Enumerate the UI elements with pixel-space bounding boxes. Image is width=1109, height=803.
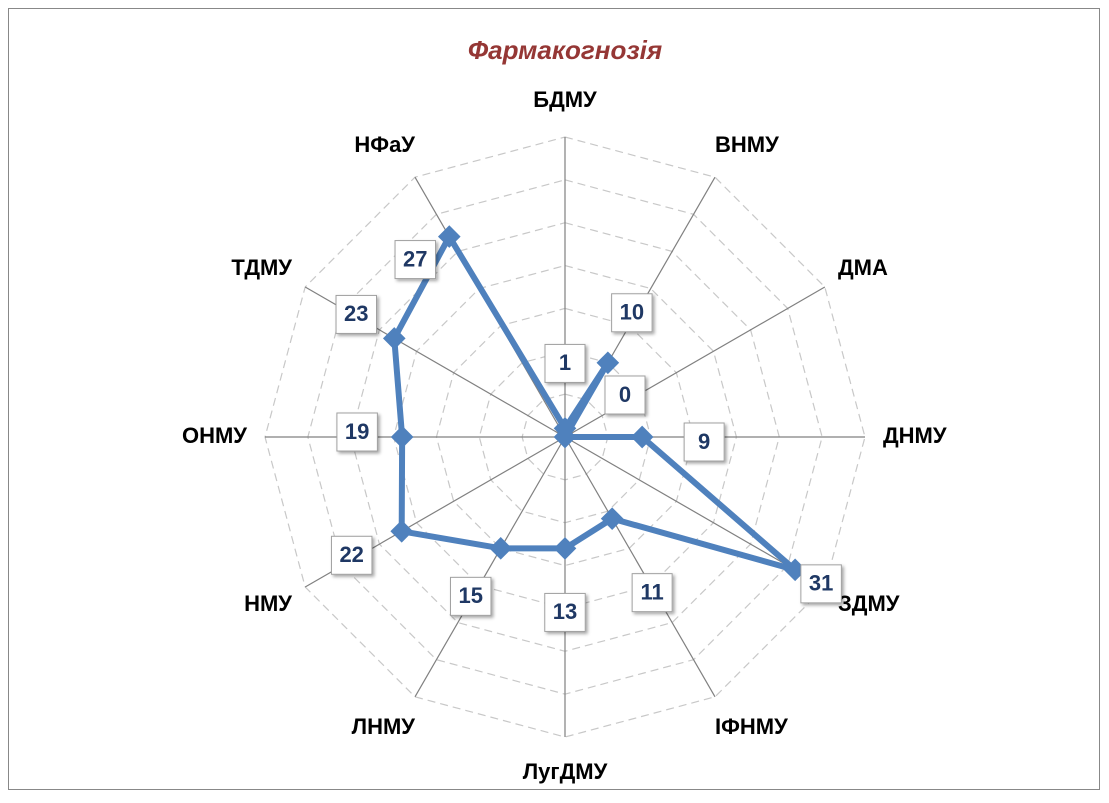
data-label-box — [335, 294, 378, 334]
data-label: 0 — [619, 382, 631, 407]
category-label: ДМА — [838, 255, 888, 280]
data-label: 11 — [641, 579, 664, 604]
data-label-group: 15 — [449, 576, 492, 616]
data-label-box — [330, 535, 373, 575]
category-label: ВНМУ — [715, 132, 779, 157]
category-label: БДМУ — [533, 87, 597, 112]
data-label-box — [449, 576, 492, 616]
marker — [600, 507, 624, 530]
category-label: ОНМУ — [182, 423, 247, 448]
data-label-group: 1 — [544, 343, 586, 383]
data-label-box — [631, 573, 673, 613]
category-label: ЛНМУ — [352, 714, 416, 739]
data-label: 1 — [559, 350, 571, 375]
data-label-box — [544, 592, 586, 632]
data-label-box — [683, 422, 725, 462]
data-label-box — [544, 343, 586, 383]
data-label: 19 — [345, 419, 369, 444]
data-label-group: 0 — [604, 375, 646, 415]
data-label-group: 13 — [544, 592, 586, 632]
marker — [382, 327, 406, 350]
data-label-box — [800, 564, 842, 604]
category-label: ДНМУ — [883, 423, 947, 448]
data-label: 10 — [620, 300, 644, 325]
data-label: 9 — [698, 429, 710, 454]
data-label-box — [611, 293, 653, 333]
data-label: 22 — [339, 542, 363, 567]
marker — [553, 537, 577, 560]
data-label: 15 — [458, 583, 482, 608]
marker — [553, 425, 577, 449]
category-label: НФаУ — [354, 132, 415, 157]
data-label-group: 11 — [631, 573, 673, 613]
data-label-group: 9 — [683, 422, 725, 462]
axis-spoke — [564, 436, 716, 698]
data-label-box — [394, 240, 437, 280]
category-label: ТДМУ — [231, 255, 292, 280]
data-label: 31 — [809, 571, 833, 596]
marker — [596, 351, 620, 375]
marker — [390, 425, 414, 449]
category-label: ЗДМУ — [838, 591, 900, 616]
chart-frame — [8, 8, 1100, 790]
category-label: ЛугДМУ — [523, 759, 608, 784]
data-label-group: 22 — [330, 535, 373, 575]
axis-spoke — [414, 436, 566, 698]
data-label-box — [604, 375, 646, 415]
data-label: 23 — [344, 301, 368, 326]
data-label-group: 10 — [611, 293, 653, 333]
data-label: 13 — [553, 599, 577, 624]
data-label-box — [336, 412, 378, 452]
marker — [489, 537, 513, 560]
category-label: НМУ — [244, 591, 292, 616]
marker — [630, 425, 654, 449]
data-label-group: 27 — [394, 240, 437, 280]
data-label: 27 — [403, 246, 427, 271]
data-label-group: 23 — [335, 294, 378, 334]
category-label: ІФНМУ — [715, 714, 788, 739]
chart-title: Фармакогнозія — [468, 35, 662, 65]
data-label-group: 31 — [800, 564, 842, 604]
data-label-group: 19 — [336, 412, 378, 452]
marker — [390, 519, 414, 543]
